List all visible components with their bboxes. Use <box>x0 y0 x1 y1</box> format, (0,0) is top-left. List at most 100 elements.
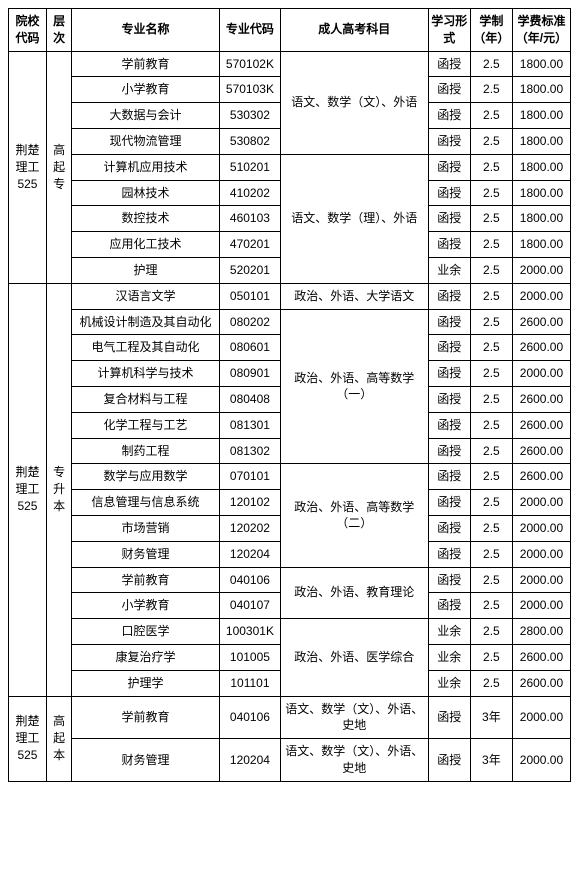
years-cell: 2.5 <box>470 232 512 258</box>
fee-cell: 1800.00 <box>512 103 570 129</box>
study-form-cell: 函授 <box>428 128 470 154</box>
table-row: 荆楚理工 525 高起专 学前教育 570102K 语文、数学（文）、外语 函授… <box>9 51 571 77</box>
major-cell: 财务管理 <box>72 541 220 567</box>
level-cell: 高起专 <box>46 51 71 283</box>
study-form-cell: 业余 <box>428 644 470 670</box>
header-subjects: 成人高考科目 <box>281 9 429 52</box>
fee-cell: 2000.00 <box>512 593 570 619</box>
level-cell: 专升本 <box>46 283 71 696</box>
years-cell: 2.5 <box>470 515 512 541</box>
major-code-cell: 050101 <box>219 283 280 309</box>
study-form-cell: 函授 <box>428 567 470 593</box>
major-code-cell: 460103 <box>219 206 280 232</box>
years-cell: 3年 <box>470 739 512 782</box>
institution-name: 荆楚理工 <box>15 143 39 174</box>
major-code-cell: 570102K <box>219 51 280 77</box>
years-cell: 2.5 <box>470 593 512 619</box>
major-code-cell: 520201 <box>219 257 280 283</box>
major-cell: 小学教育 <box>72 593 220 619</box>
fee-cell: 2000.00 <box>512 283 570 309</box>
years-cell: 2.5 <box>470 51 512 77</box>
major-code-cell: 120204 <box>219 739 280 782</box>
fee-cell: 2600.00 <box>512 670 570 696</box>
fee-cell: 2600.00 <box>512 309 570 335</box>
table-row: 荆楚理工 525 专升本 汉语言文学 050101 政治、外语、大学语文 函授 … <box>9 283 571 309</box>
subjects-cell: 政治、外语、医学综合 <box>281 619 429 696</box>
study-form-cell: 函授 <box>428 154 470 180</box>
table-row: 计算机应用技术 510201 语文、数学（理）、外语 函授 2.5 1800.0… <box>9 154 571 180</box>
fee-cell: 2600.00 <box>512 335 570 361</box>
major-code-cell: 120202 <box>219 515 280 541</box>
study-form-cell: 业余 <box>428 670 470 696</box>
major-cell: 大数据与会计 <box>72 103 220 129</box>
header-row: 院校代码 层次 专业名称 专业代码 成人高考科目 学习形式 学制（年） 学费标准… <box>9 9 571 52</box>
institution-name: 荆楚理工 <box>15 714 39 745</box>
years-cell: 2.5 <box>470 670 512 696</box>
major-cell: 数学与应用数学 <box>72 464 220 490</box>
major-cell: 小学教育 <box>72 77 220 103</box>
years-cell: 2.5 <box>470 464 512 490</box>
study-form-cell: 函授 <box>428 103 470 129</box>
major-code-cell: 080601 <box>219 335 280 361</box>
study-form-cell: 函授 <box>428 283 470 309</box>
study-form-cell: 函授 <box>428 180 470 206</box>
study-form-cell: 函授 <box>428 541 470 567</box>
fee-cell: 2600.00 <box>512 644 570 670</box>
study-form-cell: 函授 <box>428 232 470 258</box>
major-code-cell: 101101 <box>219 670 280 696</box>
study-form-cell: 函授 <box>428 386 470 412</box>
table-row: 财务管理 120204 语文、数学（文）、外语、史地 函授 3年 2000.00 <box>9 739 571 782</box>
fee-cell: 2000.00 <box>512 567 570 593</box>
major-cell: 计算机应用技术 <box>72 154 220 180</box>
major-cell: 现代物流管理 <box>72 128 220 154</box>
fee-cell: 1800.00 <box>512 232 570 258</box>
fee-cell: 2800.00 <box>512 619 570 645</box>
major-cell: 财务管理 <box>72 739 220 782</box>
institution-code: 525 <box>17 748 37 762</box>
institution-code: 525 <box>17 499 37 513</box>
study-form-cell: 业余 <box>428 257 470 283</box>
table-row: 数学与应用数学 070101 政治、外语、高等数学（二） 函授 2.5 2600… <box>9 464 571 490</box>
fee-cell: 2000.00 <box>512 541 570 567</box>
major-code-cell: 081302 <box>219 438 280 464</box>
major-code-cell: 080408 <box>219 386 280 412</box>
study-form-cell: 函授 <box>428 206 470 232</box>
major-cell: 信息管理与信息系统 <box>72 490 220 516</box>
table-row: 荆楚理工 525 高起本 学前教育 040106 语文、数学（文）、外语、史地 … <box>9 696 571 739</box>
major-code-cell: 120204 <box>219 541 280 567</box>
major-cell: 市场营销 <box>72 515 220 541</box>
years-cell: 2.5 <box>470 128 512 154</box>
major-code-cell: 081301 <box>219 412 280 438</box>
study-form-cell: 函授 <box>428 593 470 619</box>
table-row: 学前教育 040106 政治、外语、教育理论 函授 2.5 2000.00 <box>9 567 571 593</box>
study-form-cell: 函授 <box>428 464 470 490</box>
header-major: 专业名称 <box>72 9 220 52</box>
major-code-cell: 510201 <box>219 154 280 180</box>
institution-cell: 荆楚理工 525 <box>9 696 47 781</box>
years-cell: 2.5 <box>470 644 512 670</box>
fee-cell: 2000.00 <box>512 696 570 739</box>
major-code-cell: 070101 <box>219 464 280 490</box>
major-cell: 汉语言文学 <box>72 283 220 309</box>
years-cell: 2.5 <box>470 361 512 387</box>
major-code-cell: 101005 <box>219 644 280 670</box>
years-cell: 2.5 <box>470 180 512 206</box>
fee-cell: 2000.00 <box>512 257 570 283</box>
major-cell: 制药工程 <box>72 438 220 464</box>
major-code-cell: 040107 <box>219 593 280 619</box>
institution-code: 525 <box>17 177 37 191</box>
fee-cell: 1800.00 <box>512 77 570 103</box>
major-code-cell: 080901 <box>219 361 280 387</box>
subjects-cell: 语文、数学（文）、外语、史地 <box>281 696 429 739</box>
program-table: 院校代码 层次 专业名称 专业代码 成人高考科目 学习形式 学制（年） 学费标准… <box>8 8 571 782</box>
header-major-code: 专业代码 <box>219 9 280 52</box>
major-code-cell: 410202 <box>219 180 280 206</box>
major-cell: 复合材料与工程 <box>72 386 220 412</box>
subjects-cell: 政治、外语、高等数学（二） <box>281 464 429 567</box>
years-cell: 2.5 <box>470 154 512 180</box>
major-cell: 口腔医学 <box>72 619 220 645</box>
level-cell: 高起本 <box>46 696 71 781</box>
major-cell: 学前教育 <box>72 696 220 739</box>
years-cell: 2.5 <box>470 103 512 129</box>
years-cell: 2.5 <box>470 490 512 516</box>
